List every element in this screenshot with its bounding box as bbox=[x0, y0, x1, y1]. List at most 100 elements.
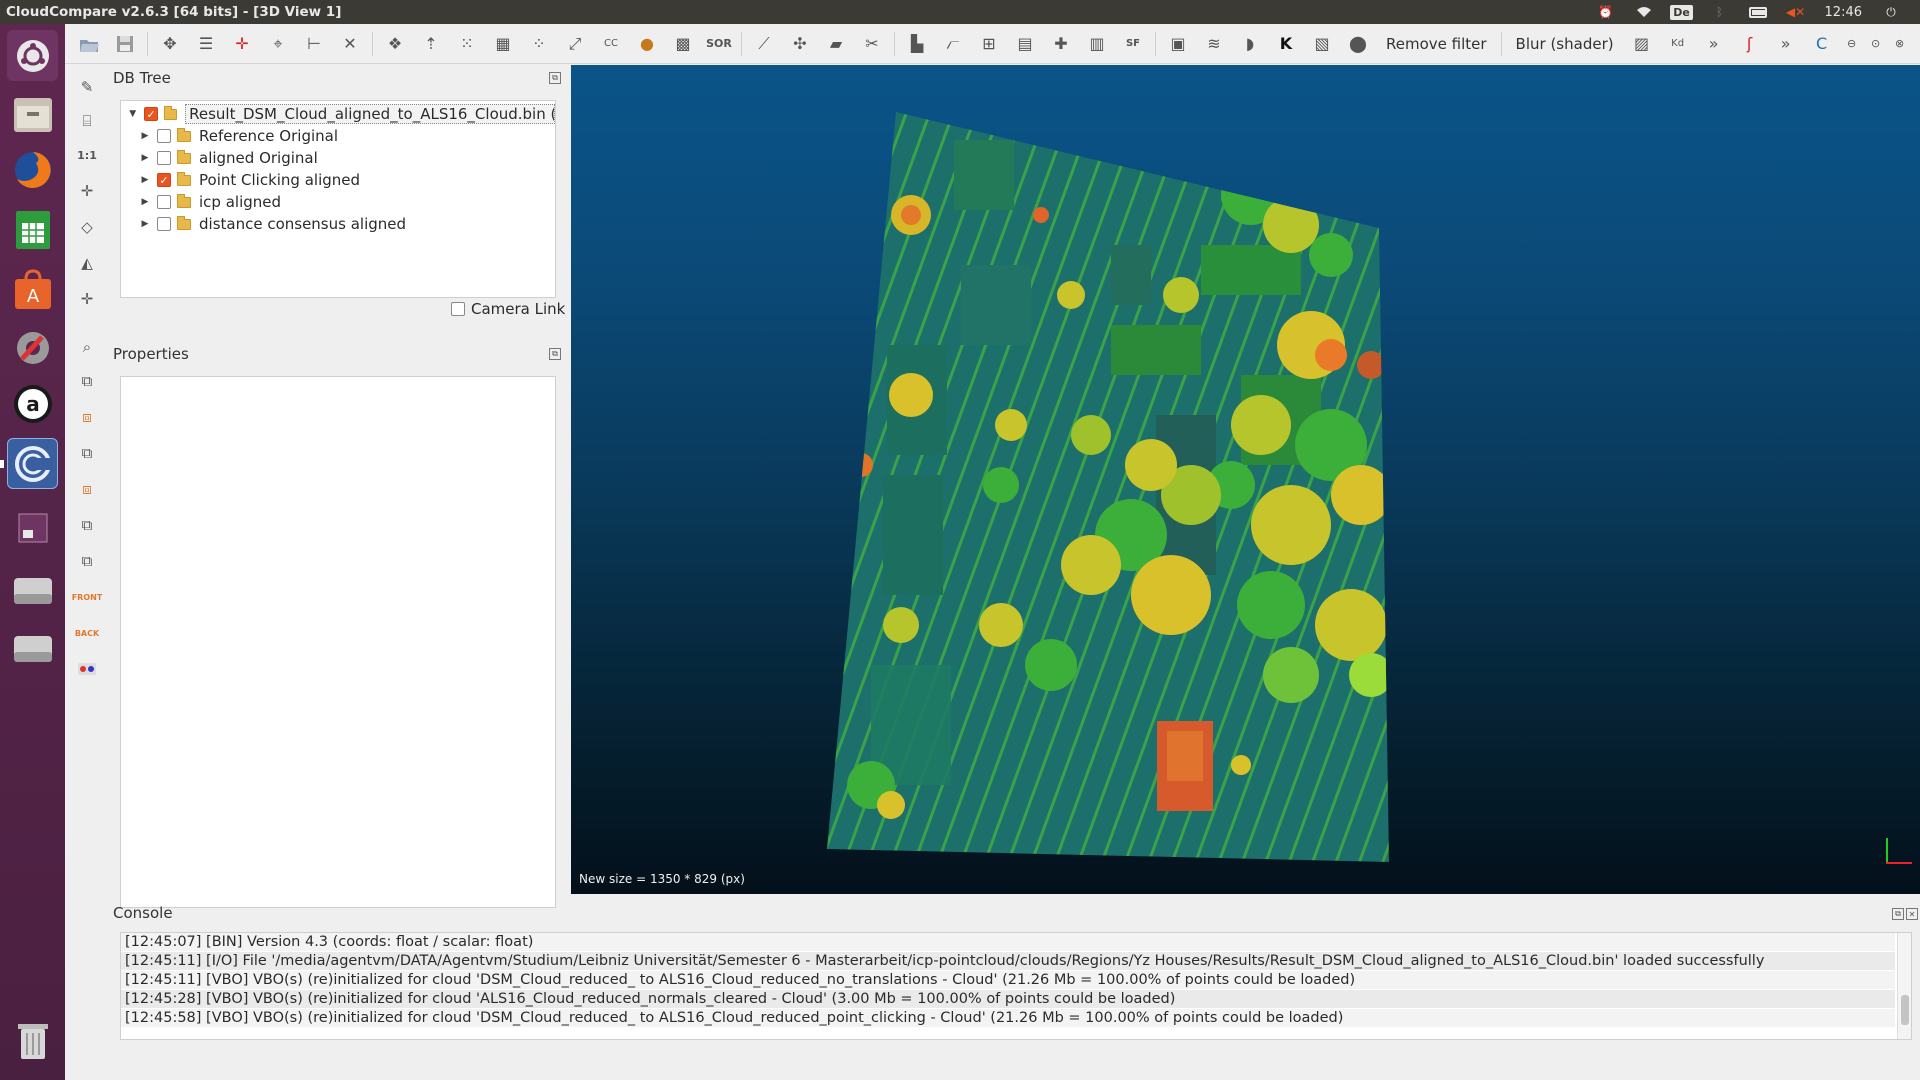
firefox-icon[interactable] bbox=[7, 144, 58, 195]
dbtree-item-label[interactable]: distance consensus aligned bbox=[199, 215, 407, 233]
collapse-arrow-icon[interactable]: ▶ bbox=[141, 197, 149, 207]
dbtree-item-checkbox[interactable]: ✓ bbox=[157, 173, 171, 187]
delete-icon[interactable]: ✕ bbox=[343, 34, 357, 53]
plane-icon[interactable]: ▰ bbox=[829, 34, 843, 53]
dbtree-root-row[interactable]: ▼ ✓ Result_DSM_Cloud_aligned_to_ALS16_Cl… bbox=[121, 103, 555, 125]
dbtree-item-label[interactable]: Reference Original bbox=[199, 127, 338, 145]
viewing-mode-icon[interactable]: ◭ bbox=[81, 254, 93, 272]
kd-tree-icon[interactable]: Kd bbox=[1671, 38, 1685, 49]
camera-link-label[interactable]: Camera Link bbox=[471, 300, 566, 318]
chart-icon[interactable]: ⦧ bbox=[946, 33, 960, 53]
perspective-icon[interactable]: ◇ bbox=[81, 218, 93, 236]
cc-icon[interactable]: CC bbox=[604, 38, 618, 49]
alarm-icon[interactable]: ⏰ bbox=[1598, 5, 1613, 19]
dbtree-item[interactable]: ▶ icp aligned bbox=[121, 191, 555, 213]
sphere-icon[interactable]: ⬤ bbox=[1349, 34, 1367, 53]
point-cloud[interactable] bbox=[571, 65, 1920, 894]
collapse-arrow-icon[interactable]: ▶ bbox=[141, 131, 149, 141]
ubuntu-dash-icon[interactable] bbox=[7, 30, 58, 81]
scalar-field-icon[interactable]: SF bbox=[1125, 38, 1141, 49]
left-view-icon[interactable]: ⧉ bbox=[81, 444, 93, 462]
dbtree-item-checkbox[interactable] bbox=[157, 151, 171, 165]
pivot-icon[interactable]: ✛ bbox=[80, 290, 94, 308]
iso-back-icon[interactable]: BACK bbox=[74, 628, 100, 638]
workspace-switcher-icon[interactable] bbox=[7, 502, 58, 553]
sample-icon[interactable]: ⤢ bbox=[568, 33, 582, 53]
console-close-icon[interactable]: ✕ bbox=[1906, 908, 1918, 920]
stereo-icon[interactable] bbox=[73, 656, 101, 682]
subsample-icon[interactable]: ⁙ bbox=[460, 34, 474, 53]
zoom-1-1-icon[interactable]: 1:1 bbox=[77, 148, 97, 162]
save-icon[interactable] bbox=[111, 30, 139, 58]
iso-front-icon[interactable]: FRONT bbox=[71, 592, 103, 602]
point-picking-icon[interactable]: ✛ bbox=[235, 34, 249, 53]
merge-icon[interactable]: ❖ bbox=[387, 34, 403, 53]
properties-float-icon[interactable]: ⧉ bbox=[549, 348, 561, 360]
remove-filter-button[interactable]: Remove filter bbox=[1386, 34, 1487, 53]
dbtree-item[interactable]: ▶ aligned Original bbox=[121, 147, 555, 169]
restore-window-icon[interactable]: ⊙ bbox=[1870, 37, 1881, 50]
annotation-icon[interactable]: ʃ bbox=[1746, 34, 1753, 53]
dbtree-root-label[interactable]: Result_DSM_Cloud_aligned_to_ALS16_Cloud.… bbox=[185, 104, 555, 124]
wifi-icon[interactable] bbox=[1635, 4, 1653, 20]
files-icon[interactable] bbox=[7, 88, 58, 139]
cloudcompare-launcher-icon[interactable] bbox=[7, 438, 58, 489]
cc-logo-icon[interactable]: C bbox=[1816, 34, 1828, 53]
dbtree-root-checkbox[interactable]: ✓ bbox=[144, 107, 158, 121]
stack-icon[interactable]: ▤ bbox=[1017, 34, 1033, 53]
dbtree-item-checkbox[interactable] bbox=[157, 195, 171, 209]
software-center-icon[interactable]: A bbox=[7, 264, 58, 315]
add-sf-icon[interactable]: ✚ bbox=[1054, 34, 1068, 53]
drive-icon-2[interactable] bbox=[7, 622, 58, 673]
pipette-icon[interactable]: ✎ bbox=[80, 78, 94, 96]
collapse-arrow-icon[interactable]: ▶ bbox=[141, 153, 149, 163]
collapse-arrow-icon[interactable]: ▶ bbox=[141, 219, 149, 229]
drive-icon[interactable] bbox=[7, 564, 58, 615]
normals-icon[interactable]: ⇡ bbox=[424, 34, 438, 53]
calc-spreadsheet-icon[interactable] bbox=[7, 204, 58, 255]
wave-icon[interactable]: ≋ bbox=[1207, 34, 1221, 53]
checker-icon[interactable]: ▩ bbox=[675, 34, 691, 53]
grid-icon[interactable]: ⊞ bbox=[982, 34, 996, 53]
collapse-arrow-icon[interactable]: ▶ bbox=[141, 175, 149, 185]
clock[interactable]: 12:46 bbox=[1824, 4, 1862, 20]
toolbar-more-icon[interactable]: » bbox=[1708, 34, 1719, 53]
back-view-icon[interactable]: ⧈ bbox=[82, 480, 92, 498]
list-icon[interactable]: ☰ bbox=[198, 34, 214, 53]
dbtree-float-icon[interactable]: ⧉ bbox=[549, 72, 561, 84]
k-icon[interactable]: K bbox=[1279, 34, 1293, 53]
volume-muted-icon[interactable]: ◀✕ bbox=[1785, 5, 1806, 19]
blur-shader-button[interactable]: Blur (shader) bbox=[1515, 34, 1614, 53]
toolbar-more-icon-2[interactable]: » bbox=[1780, 34, 1791, 53]
speech-icon[interactable]: ◗ bbox=[1245, 34, 1255, 53]
center-icon[interactable]: ✛ bbox=[80, 182, 94, 200]
right-view-icon[interactable]: ⧉ bbox=[81, 516, 93, 534]
minimize-window-icon[interactable]: ⊖ bbox=[1846, 37, 1857, 50]
battery-icon[interactable] bbox=[1748, 4, 1767, 20]
section-icon[interactable]: ⟋ bbox=[758, 33, 770, 53]
move-icon[interactable]: ✣ bbox=[793, 34, 807, 53]
top-view-icon[interactable]: ⧉ bbox=[81, 372, 93, 390]
bluetooth-icon[interactable]: ᛒ bbox=[1715, 5, 1724, 19]
dbtree-item[interactable]: ▶ ✓ Point Clicking aligned bbox=[121, 169, 555, 191]
keyboard-layout-indicator[interactable]: De bbox=[1670, 4, 1693, 20]
dbtree-item-checkbox[interactable] bbox=[157, 217, 171, 231]
dbtree-item-checkbox[interactable] bbox=[157, 129, 171, 143]
close-window-icon[interactable]: ⊗ bbox=[1894, 37, 1905, 50]
color-icon[interactable]: ● bbox=[640, 34, 654, 53]
dbtree-item-label[interactable]: aligned Original bbox=[199, 149, 318, 167]
sor-filter-icon[interactable]: SOR bbox=[706, 37, 732, 50]
dbtree-item[interactable]: ▶ distance consensus aligned bbox=[121, 213, 555, 235]
sf-list-icon[interactable]: ▥ bbox=[1089, 34, 1105, 53]
power-icon[interactable]: ⏻ bbox=[1886, 4, 1896, 19]
3d-view[interactable]: New size = 1350 * 829 (px) bbox=[571, 65, 1920, 894]
align-icon[interactable]: ⌖ bbox=[273, 33, 283, 53]
filter-icon[interactable]: ▧ bbox=[1314, 34, 1330, 53]
camera-icon[interactable]: ⌸ bbox=[82, 112, 92, 130]
measure-icon[interactable]: ⊢ bbox=[307, 34, 321, 53]
shader-icon[interactable]: ▨ bbox=[1634, 34, 1650, 53]
console-float-icon[interactable]: ⧉ bbox=[1892, 908, 1904, 920]
histogram-icon[interactable]: ▙ bbox=[910, 34, 924, 53]
zoom-icon[interactable]: ⌕ bbox=[82, 338, 92, 356]
console-scrollbar[interactable] bbox=[1897, 933, 1911, 1039]
